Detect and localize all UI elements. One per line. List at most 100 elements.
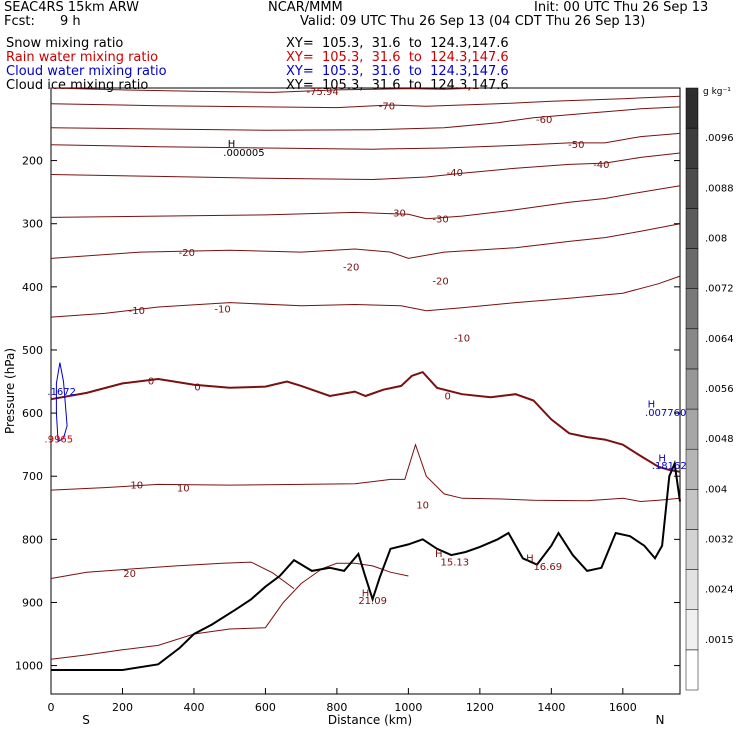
x-tick-label-6: 1200 xyxy=(466,701,494,714)
contour-label-2: -60 xyxy=(536,115,552,126)
colorbar-unit: g kg⁻¹ xyxy=(703,87,731,97)
terrain-line xyxy=(51,459,681,671)
y-tick-label-6: 800 xyxy=(22,533,43,546)
colorbar-swatch-6 xyxy=(685,408,699,450)
y-tick-label-8: 1000 xyxy=(15,660,43,673)
field-cloud-water-name: Cloud water mixing ratio xyxy=(6,64,167,79)
contour-label-25: H xyxy=(435,549,443,560)
contour-label-15: 0 xyxy=(194,383,200,394)
contour-label-17: 10 xyxy=(130,480,143,491)
contour-label-32: .007760 xyxy=(645,408,686,419)
colorbar-swatch-3 xyxy=(685,529,699,570)
colorbar-tick-label-5: .0056 xyxy=(705,384,734,395)
contour-label-5: -40 xyxy=(593,160,609,171)
isotherm-line-3 xyxy=(50,132,681,150)
contour-label-12: -10 xyxy=(214,304,230,315)
contour-label-20: 20 xyxy=(123,569,136,580)
contour-label-27: H xyxy=(526,554,534,565)
contour-label-11: -10 xyxy=(129,306,145,317)
colorbar-swatch-7 xyxy=(685,368,699,410)
contour-label-16: 0 xyxy=(445,391,451,402)
colorbar-swatch-0 xyxy=(685,649,699,691)
x-tick-label-7: 1400 xyxy=(537,701,565,714)
colorbar-tick-label-6: .0064 xyxy=(705,334,734,345)
y-tick-label-4: 600 xyxy=(22,407,43,420)
x-tick-label-5: 1000 xyxy=(394,701,422,714)
field-rain-xy: XY= 105.3, 31.6 to 124.3,147.6 xyxy=(286,50,509,65)
contour-label-21: H xyxy=(228,139,236,150)
colorbar-tick-label-8: .008 xyxy=(705,234,727,245)
contour-label-29: .1672 xyxy=(47,387,76,398)
contour-label-1: -70 xyxy=(379,102,395,113)
colorbar-swatch-4 xyxy=(685,489,699,530)
valid-time: Valid: 09 UTC Thu 26 Sep 13 (04 CDT Thu … xyxy=(300,14,646,29)
isotherm-line-2 xyxy=(50,106,681,131)
contour-label-7: -30 xyxy=(432,215,448,226)
y-tick-label-3: 500 xyxy=(22,344,43,357)
contour-label-18: 10 xyxy=(177,484,190,495)
contour-label-13: -10 xyxy=(454,333,470,344)
contour-label-23: H xyxy=(362,588,370,599)
colorbar-swatch-14 xyxy=(685,87,699,129)
field-snow-xy: XY= 105.3, 31.6 to 124.3,147.6 xyxy=(286,36,509,51)
colorbar-swatch-10 xyxy=(685,248,699,289)
forecast-label: Fcst: xyxy=(4,14,35,29)
colorbar-swatch-12 xyxy=(685,168,699,209)
contour-label-33: H xyxy=(658,453,666,464)
isotherm-line-7 xyxy=(50,275,681,318)
y-tick-label-5: 700 xyxy=(22,470,43,483)
contour-label-8: -20 xyxy=(179,248,195,259)
contour-label-34: .18162 xyxy=(652,461,687,472)
contour-label-22: .000005 xyxy=(223,148,264,159)
contour-label-10: -20 xyxy=(432,277,448,288)
field-cloud-water-xy: XY= 105.3, 31.6 to 124.3,147.6 xyxy=(286,64,509,79)
field-snow-name: Snow mixing ratio xyxy=(6,36,124,51)
x-tick-label-2: 400 xyxy=(183,701,204,714)
x-tick-label-8: 1600 xyxy=(609,701,637,714)
colorbar-swatch-2 xyxy=(685,569,699,610)
cloud-water-contour xyxy=(55,362,68,443)
isotherm-line-4 xyxy=(50,152,681,181)
colorbar-tick-label-0: .0015 xyxy=(705,635,734,646)
isotherm-line-8 xyxy=(50,370,681,473)
x-axis-title: Distance (km) xyxy=(328,713,412,727)
colorbar-tick-label-4: .0048 xyxy=(705,434,734,445)
colorbar-swatch-5 xyxy=(685,448,699,490)
forecast-hour: 9 h xyxy=(60,14,81,29)
model-title: SEAC4RS 15km ARW xyxy=(4,0,140,15)
plot-frame xyxy=(50,87,681,695)
contour-label-6: -30 xyxy=(389,208,405,219)
colorbar-swatch-13 xyxy=(685,127,699,169)
contour-label-14: 0 xyxy=(148,376,154,387)
contour-label-28: 16.69 xyxy=(533,562,562,573)
isotherm-line-9 xyxy=(50,443,681,503)
init-time: Init: 00 UTC Thu 26 Sep 13 xyxy=(534,0,709,15)
colorbar-tick-label-9: .0088 xyxy=(705,183,734,194)
y-tick-label-7: 900 xyxy=(22,596,43,609)
colorbar-swatch-8 xyxy=(685,328,699,370)
colorbar-swatch-1 xyxy=(685,609,699,651)
x-tick-label-1: 200 xyxy=(112,701,133,714)
org-label: NCAR/MMM xyxy=(268,0,343,15)
colorbar-tick-label-10: .0096 xyxy=(705,133,734,144)
y-tick-label-0: 200 xyxy=(22,155,43,168)
x-tick-label-4: 800 xyxy=(326,701,347,714)
field-rain-name: Rain water mixing ratio xyxy=(6,50,159,65)
colorbar-tick-label-7: .0072 xyxy=(705,284,734,295)
colorbar-swatch-11 xyxy=(685,208,699,249)
isotherm-line-6 xyxy=(50,223,681,259)
south-label: S xyxy=(82,713,90,727)
colorbar-tick-label-1: .0024 xyxy=(705,585,734,596)
contour-label-31: H xyxy=(648,400,656,411)
contour-label-26: 15.13 xyxy=(441,557,470,568)
isotherm-line-5 xyxy=(50,185,681,220)
north-label: N xyxy=(656,713,665,727)
contour-label-0: -75.94 xyxy=(306,87,338,98)
contour-label-30: .9965 xyxy=(45,434,74,445)
x-tick-label-3: 600 xyxy=(255,701,276,714)
isotherm-line-1 xyxy=(50,95,681,109)
contour-label-24: 21.09 xyxy=(358,596,387,607)
contour-label-4: -40 xyxy=(447,168,463,179)
